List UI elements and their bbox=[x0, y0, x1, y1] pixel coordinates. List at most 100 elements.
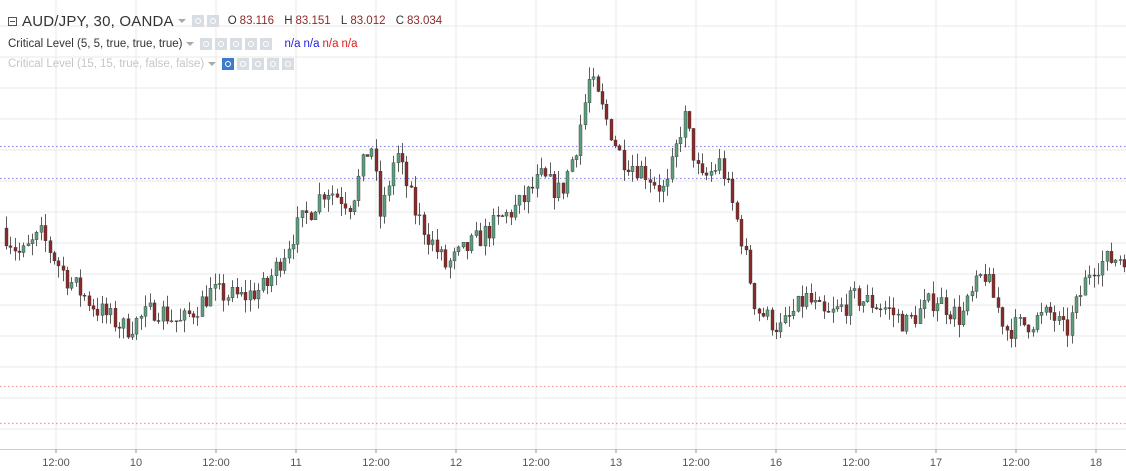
candle-body bbox=[744, 245, 749, 251]
x-tick-label: 12:00 bbox=[1002, 457, 1030, 466]
candle-body bbox=[126, 318, 131, 338]
settings-icon[interactable] bbox=[215, 38, 228, 50]
add-icon[interactable] bbox=[267, 58, 280, 70]
candle-body bbox=[1122, 259, 1126, 268]
visibility-icon[interactable] bbox=[191, 15, 204, 27]
candle-body bbox=[461, 242, 466, 248]
candle-body bbox=[217, 283, 222, 285]
visibility-icon[interactable] bbox=[200, 38, 213, 50]
candle-body bbox=[991, 274, 996, 298]
candle-body bbox=[918, 308, 923, 324]
candle-body bbox=[870, 294, 875, 308]
chevron-down-icon[interactable] bbox=[177, 19, 186, 23]
candle-body bbox=[1074, 296, 1079, 313]
candle-body bbox=[570, 159, 575, 172]
x-tick-label: 12:00 bbox=[522, 457, 550, 466]
x-tick-label: 16 bbox=[770, 457, 782, 466]
candle-body bbox=[865, 294, 870, 302]
candle-body bbox=[121, 318, 126, 329]
x-tick-label: 10 bbox=[130, 457, 142, 466]
high-value: 83.151 bbox=[295, 15, 331, 27]
candle-body bbox=[530, 186, 535, 189]
candle-body bbox=[683, 111, 688, 138]
candle-body bbox=[278, 261, 283, 271]
candle-body bbox=[156, 320, 161, 322]
candle-body bbox=[578, 124, 583, 156]
source-code-icon[interactable] bbox=[230, 38, 243, 50]
candle-body bbox=[474, 230, 479, 236]
candle-body bbox=[500, 215, 505, 217]
candle-body bbox=[282, 257, 287, 271]
candle-body bbox=[787, 315, 792, 317]
close-icon[interactable] bbox=[282, 58, 295, 70]
candle-body bbox=[643, 165, 648, 180]
candle-body bbox=[748, 249, 753, 284]
candle-body bbox=[1026, 324, 1031, 333]
candle-body bbox=[417, 214, 422, 217]
candle-body bbox=[382, 194, 387, 217]
open-key: O bbox=[227, 15, 237, 27]
candle-body bbox=[252, 290, 257, 300]
candle-body bbox=[931, 293, 936, 312]
settings-icon[interactable] bbox=[237, 58, 250, 70]
candle-body bbox=[200, 296, 205, 317]
source-code-icon[interactable] bbox=[252, 58, 265, 70]
candle-body bbox=[1092, 274, 1097, 277]
candle-body bbox=[509, 212, 514, 218]
candle-body bbox=[491, 215, 496, 239]
candle-body bbox=[443, 249, 448, 268]
candle-body bbox=[208, 288, 213, 307]
candle-body bbox=[778, 322, 783, 333]
candle-body bbox=[221, 283, 226, 301]
add-icon[interactable] bbox=[245, 38, 258, 50]
chevron-down-icon[interactable] bbox=[208, 62, 217, 66]
candle-body bbox=[522, 195, 527, 203]
candle-body bbox=[765, 309, 770, 317]
candle-body bbox=[1022, 317, 1027, 326]
candle-body bbox=[574, 155, 579, 160]
candle-body bbox=[117, 326, 122, 329]
candle-body bbox=[404, 161, 409, 187]
candle-body bbox=[291, 244, 296, 250]
candle-body bbox=[591, 76, 596, 80]
candle-body bbox=[13, 247, 18, 252]
candle-body bbox=[1052, 312, 1057, 321]
candle-body bbox=[304, 210, 309, 213]
candle-body bbox=[1005, 326, 1010, 331]
visibility-icon[interactable] bbox=[222, 58, 235, 70]
candle-body bbox=[174, 320, 179, 322]
candle-body bbox=[935, 303, 940, 312]
candle-body bbox=[887, 307, 892, 309]
candle-body bbox=[757, 308, 762, 314]
candle-body bbox=[104, 303, 109, 316]
candle-body bbox=[48, 240, 53, 253]
candle-body bbox=[204, 296, 209, 307]
candle-body bbox=[330, 193, 335, 196]
candle-body bbox=[804, 293, 809, 307]
symbol-title[interactable]: AUD/JPY, 30, OANDA bbox=[22, 12, 174, 30]
candle-body bbox=[861, 301, 866, 306]
candle-body bbox=[469, 235, 474, 251]
candle-body bbox=[17, 250, 22, 253]
collapse-legend-icon[interactable] bbox=[8, 16, 17, 26]
settings-icon[interactable] bbox=[206, 15, 219, 27]
candle-body bbox=[26, 243, 31, 246]
candle-body bbox=[74, 277, 79, 283]
x-tick-label: 17 bbox=[930, 457, 942, 466]
candle-body bbox=[343, 203, 348, 209]
indicator-2-name[interactable]: Critical Level (15, 15, true, false, fal… bbox=[8, 58, 205, 70]
chevron-down-icon[interactable] bbox=[186, 42, 195, 46]
candle-body bbox=[739, 219, 744, 247]
candle-body bbox=[243, 292, 248, 301]
indicator-1-name[interactable]: Critical Level (5, 5, true, true, true) bbox=[8, 38, 183, 50]
candle-body bbox=[752, 283, 757, 310]
candle-body bbox=[961, 310, 966, 325]
candle-body bbox=[361, 154, 366, 177]
close-icon[interactable] bbox=[260, 38, 273, 50]
candle-body bbox=[1061, 316, 1066, 320]
candle-body bbox=[952, 306, 957, 320]
candle-body bbox=[635, 166, 640, 179]
candle-body bbox=[130, 333, 135, 338]
